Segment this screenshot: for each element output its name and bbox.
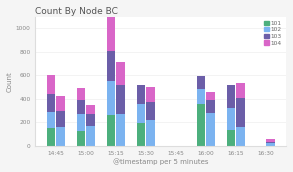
Bar [236, 83, 245, 98]
Bar [206, 113, 215, 146]
X-axis label: @timestamp per 5 minutes: @timestamp per 5 minutes [113, 158, 209, 165]
Bar [77, 88, 85, 100]
Bar [146, 87, 155, 102]
Bar [266, 142, 275, 143]
Bar [47, 94, 55, 112]
Bar [77, 114, 85, 131]
Bar [236, 127, 245, 146]
Y-axis label: Count: Count [7, 71, 13, 92]
Bar [47, 128, 55, 146]
Bar [77, 131, 85, 146]
Legend: 101, 102, 103, 104: 101, 102, 103, 104 [263, 20, 283, 47]
Bar [107, 115, 115, 146]
Bar [77, 100, 85, 114]
Bar [86, 105, 95, 114]
Bar [116, 62, 125, 85]
Bar [86, 114, 95, 126]
Bar [47, 112, 55, 128]
Bar [107, 51, 115, 81]
Bar [56, 127, 64, 146]
Bar [197, 76, 205, 89]
Bar [266, 139, 275, 142]
Bar [116, 85, 125, 114]
Bar [227, 108, 235, 130]
Bar [197, 89, 205, 104]
Text: Count By Node BC: Count By Node BC [35, 7, 118, 16]
Bar [206, 100, 215, 113]
Bar [137, 123, 145, 146]
Bar [227, 85, 235, 108]
Bar [86, 126, 95, 146]
Bar [116, 114, 125, 146]
Bar [47, 75, 55, 94]
Bar [56, 96, 64, 111]
Bar [137, 104, 145, 123]
Bar [56, 111, 64, 127]
Bar [107, 81, 115, 115]
Bar [266, 143, 275, 146]
Bar [137, 85, 145, 104]
Bar [146, 120, 155, 146]
Bar [197, 104, 205, 146]
Bar [107, 0, 115, 51]
Bar [146, 102, 155, 120]
Bar [227, 130, 235, 146]
Bar [236, 98, 245, 127]
Bar [206, 92, 215, 100]
